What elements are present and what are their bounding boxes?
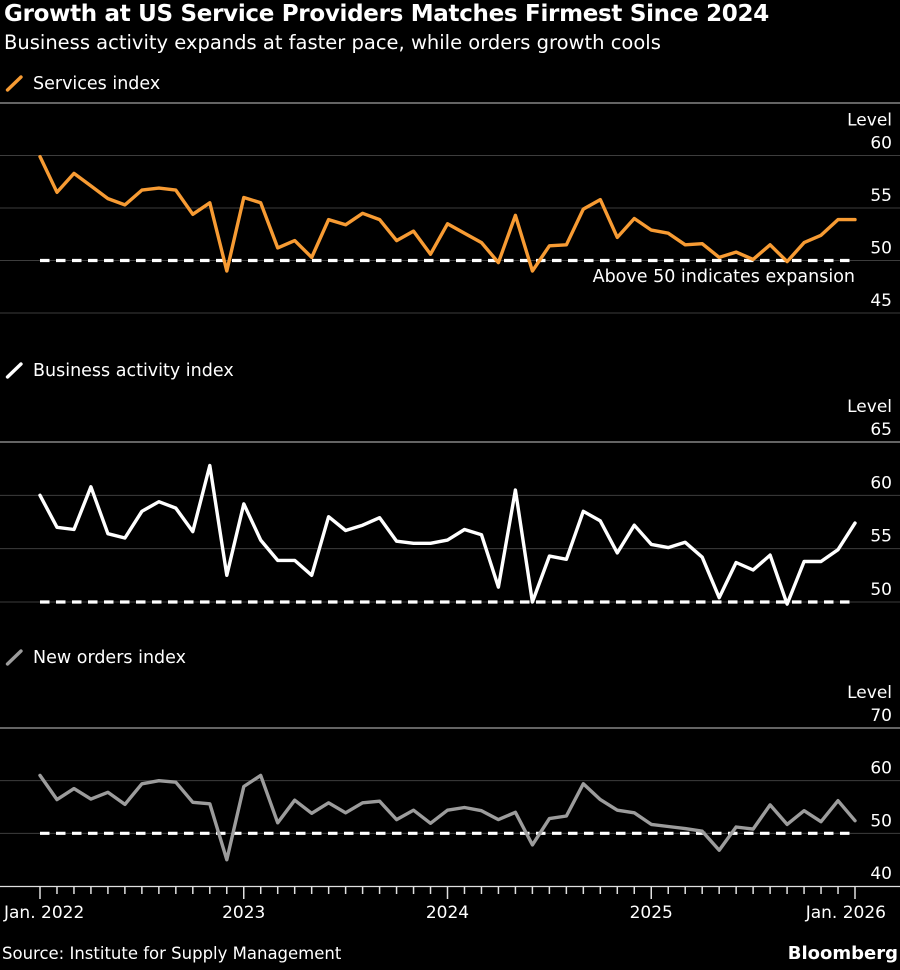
y-tick-label: 60 [870, 134, 892, 154]
legend-new-orders: New orders index [4, 647, 186, 668]
y-tick-label: 55 [870, 527, 892, 547]
legend-services: Services index [4, 73, 160, 94]
bloomberg-logo: Bloomberg [787, 943, 898, 964]
services-line-swatch-icon [5, 75, 23, 92]
y-tick-label: 55 [870, 186, 892, 206]
data-line [38, 463, 857, 606]
data-line [38, 154, 857, 273]
data-line [38, 773, 857, 862]
y-tick-label: 40 [870, 864, 892, 884]
panel-2: 65 60 55 50 Level [0, 397, 900, 606]
y-axis-title: Level [847, 397, 892, 417]
x-tick-label: Jan. 2022 [3, 903, 84, 923]
x-tick-label: Jan. 2026 [805, 903, 886, 923]
y-axis-title: Level [847, 111, 892, 131]
y-tick-label: 60 [870, 473, 892, 493]
page-title: Growth at US Service Providers Matches F… [4, 1, 769, 27]
panel-1: 60 55 50 45 Level Above 50 indicates expansio… [0, 102, 900, 314]
y-axis-title: Level [847, 683, 892, 703]
y-tick-label: 45 [870, 291, 892, 311]
x-tick-label: 2024 [426, 903, 469, 923]
page-subtitle: Business activity expands at faster pace… [4, 31, 661, 54]
x-axis: Jan. 2022 2023 2024 2025 Jan. 2026 [0, 885, 900, 923]
y-tick-label: 65 [870, 420, 892, 440]
y-tick-label: 50 [870, 811, 892, 831]
legend-business-activity: Business activity index [4, 360, 234, 381]
legend-new-orders-label: New orders index [33, 647, 186, 668]
panel-3: 70 60 50 40 Level [0, 683, 900, 884]
y-tick-label: 50 [870, 580, 892, 600]
y-tick-label: 70 [870, 706, 892, 726]
new-orders-line-swatch-icon [5, 649, 23, 666]
threshold-annotation: Above 50 indicates expansion [593, 267, 855, 287]
business-activity-line-swatch-icon [5, 362, 23, 379]
x-tick-label: 2025 [630, 903, 673, 923]
legend-services-label: Services index [33, 73, 161, 94]
x-tick-label: 2023 [222, 903, 265, 923]
source-note: Source: Institute for Supply Management [2, 944, 342, 963]
legend-business-activity-label: Business activity index [33, 360, 234, 381]
y-tick-label: 60 [870, 759, 892, 779]
y-tick-label: 50 [870, 239, 892, 259]
